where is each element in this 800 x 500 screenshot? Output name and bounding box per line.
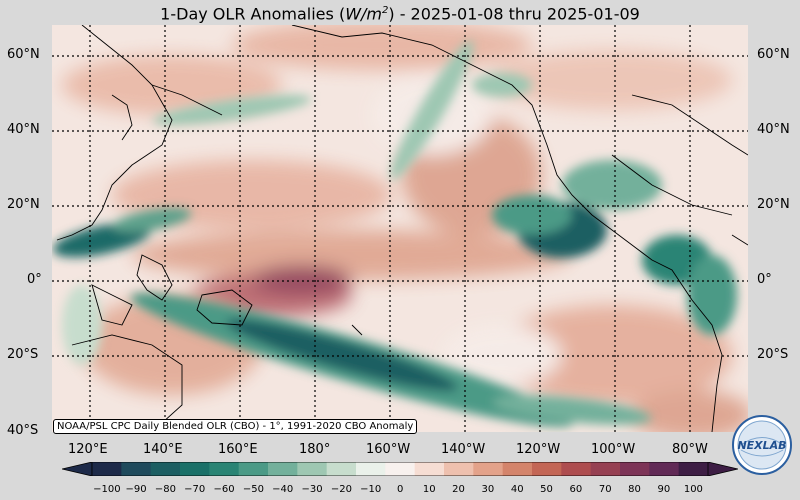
lat-label-left: 40°S <box>7 423 39 438</box>
colorbar-tick-label: 30 <box>481 484 495 495</box>
colorbar-segment <box>444 462 474 476</box>
colorbar-tick-label: −50 <box>242 484 264 495</box>
colorbar-segment <box>678 462 709 476</box>
colorbar-segment <box>356 462 386 476</box>
colorbar-segment <box>238 462 269 476</box>
colorbar-tick-label: 40 <box>510 484 524 495</box>
anomaly-map <box>52 25 748 432</box>
colorbar-min-extend <box>62 462 93 476</box>
colorbar-segment <box>180 462 210 476</box>
colorbar-segment <box>590 462 621 476</box>
colorbar-tick-label: −10 <box>360 484 382 495</box>
colorbar-tick-label: −80 <box>154 484 176 495</box>
colorbar-tick-label: 60 <box>569 484 583 495</box>
lon-label: 140°W <box>441 442 486 457</box>
colorbar-segment <box>473 462 504 476</box>
nexlab-logo: NEXLAB <box>731 414 793 476</box>
colorbar-tick-label: −30 <box>301 484 323 495</box>
colorbar-segment <box>414 462 445 476</box>
lat-label-left: 40°N <box>7 122 40 137</box>
lon-label: 100°W <box>591 442 636 457</box>
lon-label: 160°W <box>366 442 411 457</box>
colorbar-segment <box>121 462 152 476</box>
colorbar-segment <box>561 462 592 476</box>
lon-label: 120°W <box>516 442 561 457</box>
colorbar-segment <box>92 462 122 476</box>
colorbar-tick-label: 10 <box>422 484 436 495</box>
colorbar-segment <box>532 462 562 476</box>
colorbar-segment <box>385 462 416 476</box>
lon-label: 120°E <box>68 442 108 457</box>
colorbar-tick-label: −90 <box>125 484 147 495</box>
colorbar <box>62 462 738 476</box>
colorbar-segment <box>209 462 240 476</box>
colorbar-tick-label: 100 <box>683 484 703 495</box>
colorbar-segment <box>150 462 181 476</box>
data-source-credit: NOAA/PSL CPC Daily Blended OLR (CBO) - 1… <box>53 419 418 434</box>
colorbar-segment <box>649 462 680 476</box>
colorbar-segment <box>297 462 328 476</box>
colorbar-outline <box>91 462 709 476</box>
colorbar-tick-label: 20 <box>452 484 465 495</box>
lat-label-right: 20°N <box>757 197 790 212</box>
lat-label-right: 0° <box>757 272 772 287</box>
lat-label-right: 40°N <box>757 122 790 137</box>
colorbar-tick-label: 70 <box>598 484 612 495</box>
lat-label-right: 20°S <box>757 347 789 362</box>
lon-label: 160°E <box>218 442 258 457</box>
colorbar-segment <box>502 462 533 476</box>
colorbar-tick-label: −60 <box>213 484 235 495</box>
colorbar-tick-label: −100 <box>93 484 121 495</box>
map-title: 1-Day OLR Anomalies (W/m2) - 2025-01-08 … <box>160 4 640 24</box>
lon-label: 180° <box>299 442 331 457</box>
colorbar-tick-label: 0 <box>397 484 404 495</box>
colorbar-segment <box>268 462 298 476</box>
lon-label: 80°W <box>672 442 708 457</box>
logo-text: NEXLAB <box>737 439 786 452</box>
lat-label-left: 0° <box>27 272 42 287</box>
colorbar-segment <box>326 462 357 476</box>
colorbar-tick-label: −70 <box>184 484 206 495</box>
colorbar-tick-label: 80 <box>628 484 641 495</box>
lat-label-right: 60°N <box>757 47 790 62</box>
colorbar-segment <box>620 462 650 476</box>
colorbar-tick-label: −40 <box>272 484 294 495</box>
colorbar-tick-label: −20 <box>330 484 352 495</box>
colorbar-tick-label: 90 <box>657 484 671 495</box>
lat-label-left: 20°S <box>7 347 39 362</box>
lat-label-left: 20°N <box>7 197 40 212</box>
lat-label-left: 60°N <box>7 47 40 62</box>
colorbar-tick-label: 50 <box>540 484 553 495</box>
lon-label: 140°E <box>143 442 183 457</box>
